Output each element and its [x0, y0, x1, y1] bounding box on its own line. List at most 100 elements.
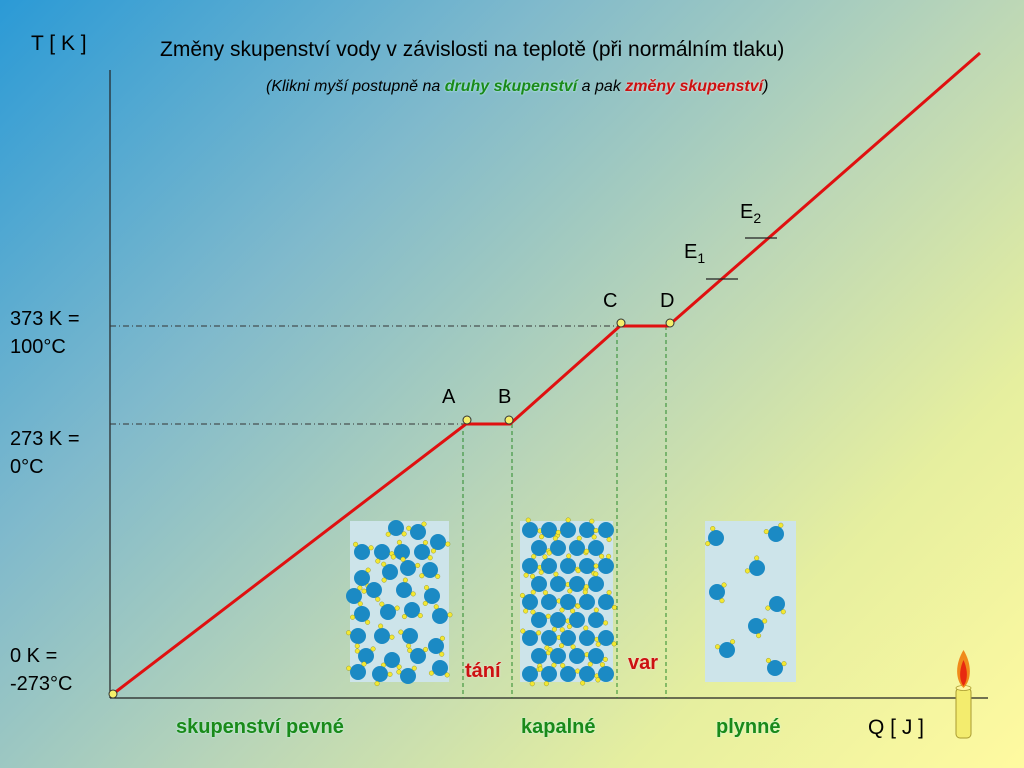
boiling-label[interactable]: var [628, 652, 659, 674]
label-d: D [660, 290, 675, 312]
water-molecule [566, 608, 585, 630]
water-molecule [559, 627, 576, 649]
page-subtitle: (Klikni myší postupně na druhy skupenstv… [266, 78, 768, 96]
water-molecule [381, 561, 398, 583]
gas-molecules[interactable] [705, 521, 796, 682]
water-molecule [396, 665, 417, 684]
water-molecule [401, 602, 423, 620]
water-molecule [537, 666, 557, 687]
tick-273k: 273 K = 0°C [10, 428, 80, 478]
point-origin [108, 689, 118, 699]
water-molecule [350, 606, 371, 625]
liquid-molecules[interactable] [519, 517, 617, 687]
water-molecule [346, 661, 367, 680]
label-e1: E1 [684, 241, 706, 266]
label-e2: E2 [740, 201, 762, 226]
water-molecule [560, 663, 581, 682]
water-molecule [539, 522, 560, 540]
water-molecule [595, 630, 617, 647]
water-molecule [531, 648, 551, 669]
point-b [504, 415, 514, 425]
phase-liquid-label[interactable]: kapalné [521, 716, 596, 738]
y-axis-label: T [ K ] [31, 32, 87, 55]
water-molecule [748, 618, 768, 639]
water-molecule [374, 623, 395, 644]
water-molecule [593, 553, 614, 574]
water-molecule [588, 607, 609, 628]
water-molecule [584, 540, 605, 559]
water-molecule [396, 577, 416, 598]
water-molecule [546, 535, 566, 556]
water-molecule [361, 582, 382, 602]
water-molecule [530, 573, 547, 595]
water-molecule [587, 648, 608, 667]
water-molecule [522, 558, 543, 578]
water-molecule [379, 601, 400, 620]
water-molecule [765, 657, 787, 676]
heating-curve [112, 51, 981, 696]
water-molecule [583, 571, 604, 592]
water-molecule [520, 628, 542, 646]
water-molecule [763, 522, 784, 542]
water-molecule [414, 540, 433, 561]
label-c: C [603, 290, 618, 312]
water-molecule [709, 582, 727, 604]
water-molecule [400, 556, 421, 576]
page-title: Změny skupenství vody v závislosti na te… [160, 38, 785, 61]
water-molecule [419, 562, 441, 579]
solid-molecules[interactable] [346, 520, 453, 687]
x-axis-label: Q [ J ] [868, 716, 925, 739]
subtitle-middle: a pak [577, 78, 626, 95]
water-molecule [522, 517, 543, 538]
water-molecule [385, 520, 407, 537]
water-molecule [579, 625, 600, 646]
subtitle-suffix: ) [763, 78, 769, 95]
water-molecule [575, 558, 597, 576]
water-molecule [407, 646, 429, 664]
water-molecule [430, 534, 451, 554]
tick-373k: 373 K = 100°C [10, 308, 80, 358]
point-d [665, 318, 675, 328]
water-molecule [765, 596, 786, 615]
label-b: B [498, 386, 512, 408]
water-molecule [744, 555, 765, 576]
point-c [616, 318, 626, 328]
water-molecule [530, 609, 551, 628]
phase-solid-label[interactable]: skupenství pevné [176, 716, 344, 738]
water-molecule [547, 647, 566, 668]
label-a: A [442, 386, 456, 408]
phases-link[interactable]: druhy skupenství [444, 78, 578, 95]
water-molecule [715, 639, 736, 658]
water-molecule [519, 592, 538, 614]
water-molecule [575, 589, 595, 610]
phase-gas-label[interactable]: plynné [716, 716, 781, 738]
water-molecule [374, 544, 395, 564]
water-molecule [579, 518, 597, 540]
subtitle-prefix: (Klikni myší postupně na [266, 78, 445, 95]
point-a [462, 415, 472, 425]
water-molecule [406, 521, 427, 540]
water-molecule [705, 526, 724, 547]
water-molecule [422, 585, 440, 606]
water-molecule [432, 604, 453, 624]
water-molecule [428, 660, 450, 678]
tick-0k: 0 K = -273°C [10, 645, 73, 695]
water-molecule [541, 590, 562, 610]
transitions-link[interactable]: změny skupenství [625, 78, 764, 95]
water-molecule [598, 589, 617, 610]
candle-icon [955, 650, 972, 739]
water-molecule [353, 541, 374, 560]
water-molecule [346, 628, 366, 649]
water-molecule [593, 522, 614, 543]
water-molecule [579, 666, 600, 686]
water-molecule [428, 635, 445, 657]
water-molecule [390, 539, 410, 560]
water-molecule [550, 612, 571, 632]
melting-label[interactable]: tání [465, 660, 501, 682]
water-molecule [538, 554, 557, 575]
water-molecule [555, 517, 576, 538]
water-molecule [522, 666, 542, 687]
water-molecule [346, 585, 363, 607]
water-molecule [595, 662, 614, 683]
